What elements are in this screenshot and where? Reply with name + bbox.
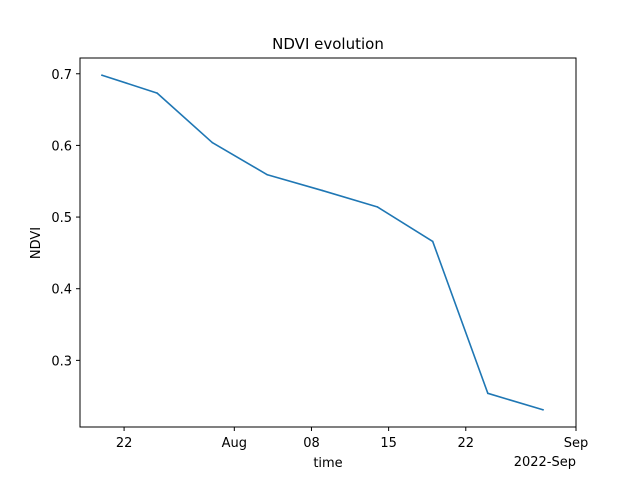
plot-area	[101, 74, 544, 411]
y-tick-label: 0.5	[51, 211, 72, 226]
x-tick-label: Aug	[222, 436, 247, 451]
data-point	[211, 141, 214, 144]
x-tick-label: 22	[458, 436, 475, 451]
data-point	[321, 189, 324, 192]
data-point	[101, 74, 103, 76]
data-point	[542, 409, 544, 411]
x-tick-label: 08	[303, 436, 320, 451]
y-tick-label: 0.4	[51, 283, 72, 298]
data-point	[156, 92, 158, 94]
x-axis-label: time	[313, 456, 342, 471]
y-tick-label: 0.6	[51, 139, 72, 154]
x-tick-label: 22	[116, 436, 133, 451]
y-axis-ticks: 0.3 0.4 0.5 0.6 0.7	[51, 68, 80, 369]
x-tick-label: 15	[380, 436, 397, 451]
data-point	[487, 392, 489, 395]
axes-frame	[79, 57, 577, 428]
data-point	[431, 240, 434, 243]
data-point	[266, 173, 269, 176]
chart-title: NDVI evolution	[272, 35, 384, 53]
data-point	[376, 206, 379, 208]
x-tick-label: Sep	[564, 436, 589, 451]
y-tick-label: 0.7	[51, 68, 72, 83]
x-axis-offset-label: 2022-Sep	[514, 455, 576, 470]
x-axis-ticks: 22 Aug 08 15 22 Sep	[116, 427, 588, 451]
y-axis-label: NDVI	[29, 227, 44, 259]
y-tick-label: 0.3	[51, 354, 72, 369]
